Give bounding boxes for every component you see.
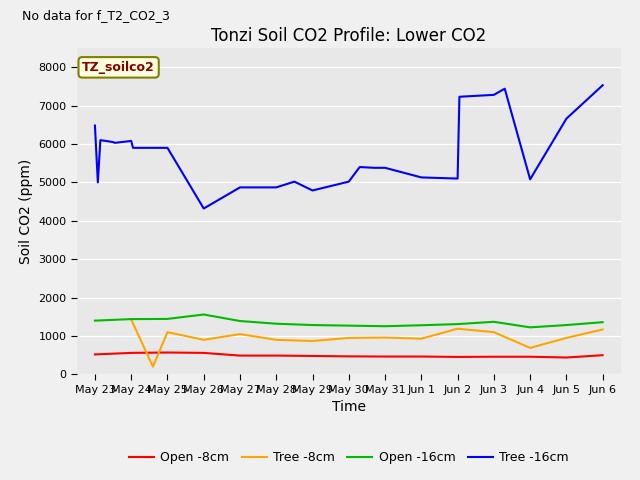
Open -16cm [417, 323, 425, 328]
Legend: Open -8cm, Tree -8cm, Open -16cm, Tree -16cm: Open -8cm, Tree -8cm, Open -16cm, Tree -… [124, 446, 573, 469]
Tree -16cm [526, 177, 534, 182]
Tree -8cm [345, 335, 353, 341]
Open -16cm [490, 319, 498, 324]
Open -8cm [236, 353, 244, 359]
Line: Tree -16cm: Tree -16cm [95, 85, 603, 208]
Tree -16cm [129, 145, 137, 151]
Open -8cm [526, 354, 534, 360]
Open -16cm [454, 321, 461, 327]
Text: TZ_soilco2: TZ_soilco2 [82, 61, 155, 74]
Tree -8cm [490, 329, 498, 335]
Tree -8cm [599, 326, 607, 332]
Tree -16cm [356, 164, 364, 170]
Open -16cm [345, 323, 353, 328]
Tree -8cm [454, 326, 461, 332]
Open -8cm [381, 354, 389, 360]
Tree -8cm [200, 337, 207, 343]
Open -8cm [308, 353, 316, 359]
Tree -16cm [599, 83, 607, 88]
Open -8cm [345, 353, 353, 359]
Tree -16cm [102, 138, 109, 144]
Open -8cm [454, 354, 461, 360]
Open -8cm [563, 355, 570, 360]
Tree -16cm [109, 139, 117, 145]
Open -16cm [200, 312, 207, 317]
Open -16cm [164, 316, 172, 322]
Tree -16cm [308, 188, 316, 193]
Tree -16cm [94, 180, 102, 185]
Tree -8cm [381, 335, 389, 340]
Tree -8cm [526, 345, 534, 351]
Open -8cm [127, 350, 135, 356]
X-axis label: Time: Time [332, 400, 366, 414]
Open -8cm [164, 349, 172, 355]
Open -8cm [91, 351, 99, 357]
Tree -16cm [91, 123, 99, 129]
Open -16cm [381, 324, 389, 329]
Tree -8cm [417, 336, 425, 342]
Tree -8cm [273, 337, 280, 343]
Tree -8cm [236, 331, 244, 337]
Title: Tonzi Soil CO2 Profile: Lower CO2: Tonzi Soil CO2 Profile: Lower CO2 [211, 27, 486, 45]
Tree -8cm [164, 329, 172, 335]
Tree -16cm [164, 145, 172, 151]
Tree -8cm [127, 317, 135, 323]
Tree -16cm [417, 175, 425, 180]
Line: Open -8cm: Open -8cm [95, 352, 603, 358]
Line: Tree -8cm: Tree -8cm [131, 320, 603, 367]
Tree -16cm [291, 179, 298, 184]
Open -16cm [127, 316, 135, 322]
Tree -16cm [371, 165, 378, 171]
Tree -16cm [501, 86, 509, 92]
Tree -16cm [97, 137, 104, 143]
Open -16cm [236, 318, 244, 324]
Tree -8cm [563, 335, 570, 341]
Tree -16cm [381, 165, 389, 171]
Text: No data for f_T2_CO2_3: No data for f_T2_CO2_3 [22, 9, 170, 22]
Open -8cm [490, 354, 498, 360]
Tree -16cm [273, 184, 280, 190]
Tree -16cm [127, 138, 135, 144]
Open -16cm [308, 322, 316, 328]
Open -8cm [200, 350, 207, 356]
Tree -16cm [456, 94, 463, 100]
Open -16cm [599, 319, 607, 325]
Open -16cm [91, 318, 99, 324]
Tree -16cm [200, 205, 207, 211]
Open -16cm [563, 322, 570, 328]
Tree -16cm [563, 116, 570, 121]
Open -8cm [599, 352, 607, 358]
Open -16cm [526, 324, 534, 330]
Tree -16cm [490, 92, 498, 98]
Y-axis label: Soil CO2 (ppm): Soil CO2 (ppm) [19, 158, 33, 264]
Tree -16cm [111, 140, 119, 146]
Tree -16cm [345, 179, 353, 184]
Open -8cm [273, 353, 280, 359]
Tree -16cm [454, 176, 461, 181]
Tree -16cm [236, 184, 244, 190]
Line: Open -16cm: Open -16cm [95, 314, 603, 327]
Open -16cm [273, 321, 280, 326]
Open -8cm [417, 354, 425, 360]
Tree -8cm [308, 338, 316, 344]
Tree -8cm [149, 364, 157, 370]
